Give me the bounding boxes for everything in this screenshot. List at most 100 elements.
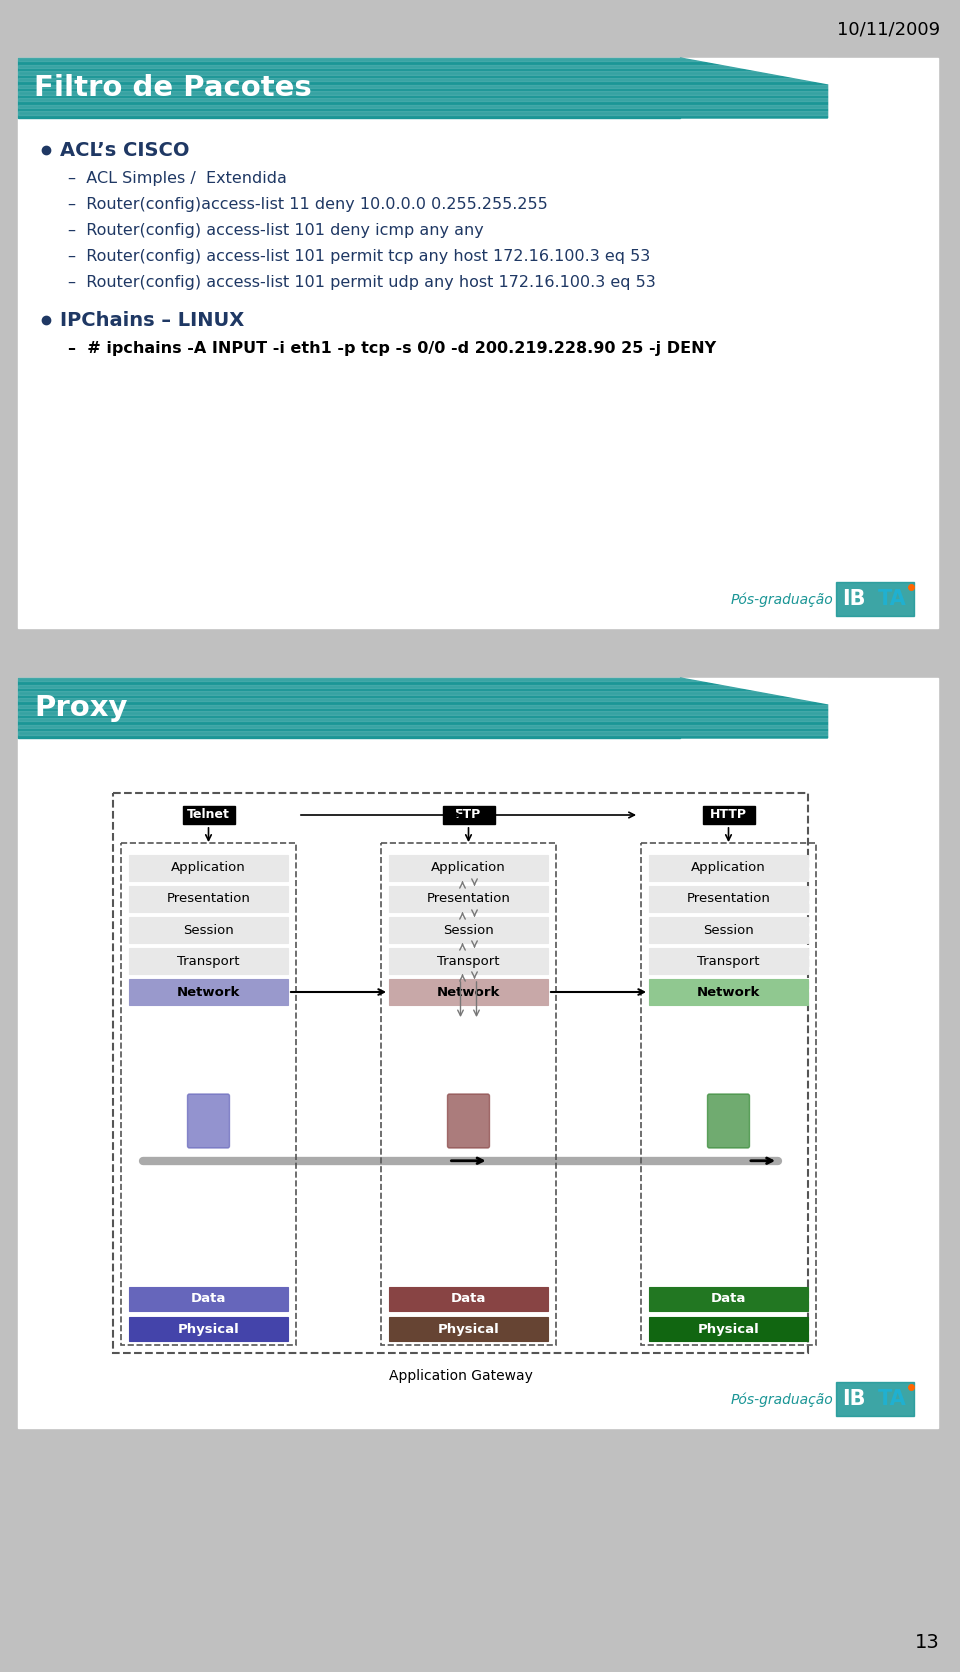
Text: Data: Data: [451, 1292, 486, 1306]
Text: Network: Network: [697, 985, 760, 998]
Bar: [649, 948, 808, 975]
Bar: [389, 1318, 548, 1341]
Polygon shape: [681, 59, 828, 119]
Bar: [113, 793, 808, 1353]
Bar: [649, 1318, 808, 1341]
Text: Network: Network: [177, 985, 240, 998]
Bar: [18, 697, 828, 701]
Text: Filtro de Pacotes: Filtro de Pacotes: [34, 74, 312, 102]
Bar: [18, 679, 938, 1428]
Text: TA: TA: [878, 1389, 907, 1409]
Bar: [129, 854, 288, 881]
Bar: [18, 112, 828, 115]
Text: Data: Data: [710, 1292, 746, 1306]
Bar: [649, 1287, 808, 1311]
Text: –  ACL Simples /  Extendida: – ACL Simples / Extendida: [68, 171, 287, 186]
Text: Session: Session: [703, 923, 754, 936]
FancyBboxPatch shape: [187, 1093, 229, 1149]
Bar: [389, 886, 548, 911]
Bar: [129, 948, 288, 975]
Text: FTP: FTP: [455, 809, 482, 821]
Text: Session: Session: [183, 923, 234, 936]
Text: Pós-graduação: Pós-graduação: [731, 594, 833, 607]
Bar: [18, 724, 828, 727]
Bar: [389, 1287, 548, 1311]
Bar: [703, 806, 755, 824]
Text: Data: Data: [191, 1292, 227, 1306]
Text: Network: Network: [437, 985, 500, 998]
Bar: [389, 916, 548, 943]
Text: Proxy: Proxy: [34, 694, 128, 722]
Text: Application: Application: [431, 861, 506, 874]
Text: Application: Application: [171, 861, 246, 874]
Text: TA: TA: [878, 589, 907, 609]
Text: 10/11/2009: 10/11/2009: [837, 20, 940, 38]
Text: –  Router(config)access-list 11 deny 10.0.0.0 0.255.255.255: – Router(config)access-list 11 deny 10.0…: [68, 197, 548, 211]
Bar: [18, 65, 828, 69]
Bar: [836, 1383, 914, 1416]
Bar: [18, 731, 828, 734]
Text: –  # ipchains -A INPUT -i eth1 -p tcp -s 0/0 -d 200.219.228.90 25 -j DENY: – # ipchains -A INPUT -i eth1 -p tcp -s …: [68, 341, 716, 356]
Text: ACL’s CISCO: ACL’s CISCO: [60, 140, 189, 159]
Bar: [18, 59, 938, 629]
FancyBboxPatch shape: [447, 1093, 490, 1149]
Bar: [18, 72, 828, 75]
Bar: [18, 717, 828, 721]
Text: Physical: Physical: [178, 1323, 239, 1336]
Bar: [649, 980, 808, 1005]
Bar: [389, 980, 548, 1005]
Bar: [389, 854, 548, 881]
Bar: [18, 59, 828, 62]
Bar: [18, 679, 828, 681]
Bar: [641, 843, 816, 1344]
Bar: [129, 916, 288, 943]
Text: Application: Application: [691, 861, 766, 874]
Text: IPChains – LINUX: IPChains – LINUX: [60, 311, 244, 329]
Text: Physical: Physical: [438, 1323, 499, 1336]
Bar: [649, 916, 808, 943]
FancyBboxPatch shape: [708, 1093, 750, 1149]
Bar: [18, 679, 681, 737]
Bar: [649, 886, 808, 911]
Bar: [649, 854, 808, 881]
Text: Telnet: Telnet: [187, 809, 230, 821]
Bar: [18, 704, 828, 707]
Bar: [129, 886, 288, 911]
Text: Presentation: Presentation: [686, 893, 771, 906]
Text: Transport: Transport: [437, 955, 500, 968]
Bar: [18, 105, 828, 109]
Bar: [18, 92, 828, 95]
Text: Application Gateway: Application Gateway: [389, 1369, 533, 1383]
Text: Transport: Transport: [178, 955, 240, 968]
Bar: [443, 806, 494, 824]
Text: 13: 13: [915, 1634, 940, 1652]
Bar: [121, 843, 296, 1344]
Bar: [18, 99, 828, 102]
Bar: [18, 691, 828, 694]
Polygon shape: [681, 679, 828, 737]
Text: –  Router(config) access-list 101 deny icmp any any: – Router(config) access-list 101 deny ic…: [68, 222, 484, 237]
Bar: [129, 1318, 288, 1341]
Text: Transport: Transport: [697, 955, 759, 968]
Bar: [381, 843, 556, 1344]
Bar: [129, 980, 288, 1005]
Bar: [18, 85, 828, 89]
Bar: [18, 711, 828, 714]
Text: Session: Session: [444, 923, 493, 936]
Text: IB: IB: [842, 1389, 866, 1409]
Text: Pós-graduação: Pós-graduação: [731, 1393, 833, 1408]
Text: –  Router(config) access-list 101 permit udp any host 172.16.100.3 eq 53: – Router(config) access-list 101 permit …: [68, 274, 656, 289]
Bar: [18, 79, 828, 82]
Text: –  Router(config) access-list 101 permit tcp any host 172.16.100.3 eq 53: – Router(config) access-list 101 permit …: [68, 249, 650, 264]
Bar: [836, 582, 914, 615]
Text: HTTP: HTTP: [710, 809, 747, 821]
Text: Presentation: Presentation: [167, 893, 251, 906]
Bar: [18, 59, 681, 119]
Bar: [389, 948, 548, 975]
Text: IB: IB: [842, 589, 866, 609]
Bar: [18, 684, 828, 687]
Bar: [182, 806, 234, 824]
Text: Physical: Physical: [698, 1323, 759, 1336]
Text: Presentation: Presentation: [426, 893, 511, 906]
Bar: [129, 1287, 288, 1311]
